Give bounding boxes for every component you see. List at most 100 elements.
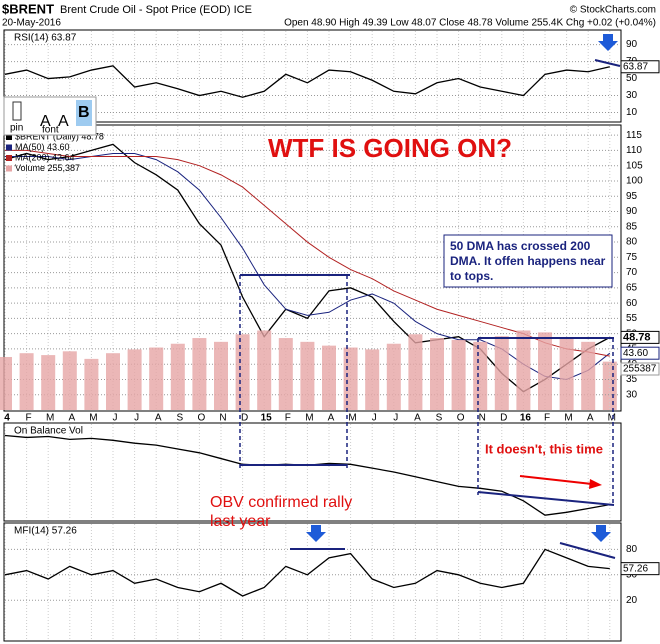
x-tick-label: N bbox=[479, 413, 486, 424]
note-line: to tops. bbox=[450, 269, 493, 283]
x-tick-label: F bbox=[285, 413, 291, 424]
obv-frame bbox=[3, 422, 622, 522]
legend-label: Volume 255,387 bbox=[15, 163, 80, 173]
y-tick-label: 90 bbox=[626, 39, 638, 50]
note-line: 50 DMA has crossed 200 bbox=[450, 239, 591, 253]
x-tick-label: N bbox=[219, 413, 226, 424]
volume-bar bbox=[170, 343, 185, 410]
volume-bar bbox=[106, 353, 120, 410]
y-tick-label: 70 bbox=[626, 267, 638, 278]
value-box bbox=[620, 330, 660, 344]
plot-layer: 4 F M A M J J A S O N D 15 F M A M J J A S O N D 16 F M A M 10 30 50 70 9… bbox=[0, 31, 660, 640]
x-tick-label: M bbox=[89, 413, 97, 424]
volume-bar bbox=[127, 349, 142, 410]
font-larger[interactable]: A bbox=[58, 113, 69, 130]
volume-bar bbox=[192, 338, 207, 410]
x-tick-label: J bbox=[134, 413, 139, 424]
legend-swatch bbox=[6, 134, 12, 140]
note-line: DMA. It offen happens near bbox=[450, 254, 606, 268]
volume-bar bbox=[257, 330, 272, 410]
trend-line bbox=[477, 491, 615, 506]
bold-button[interactable]: B bbox=[78, 104, 90, 121]
value-box bbox=[620, 362, 660, 376]
mfi-frame bbox=[3, 522, 622, 642]
volume-bar bbox=[41, 355, 56, 410]
series-line bbox=[4, 65, 610, 98]
y-tick-label: 50 bbox=[626, 73, 638, 84]
arrows bbox=[306, 34, 618, 542]
value-label: 255387 bbox=[623, 364, 657, 375]
pin-button[interactable]: pin bbox=[10, 123, 23, 134]
toolbar: pin A A B font bbox=[3, 96, 97, 136]
red-arrowhead bbox=[589, 479, 602, 489]
volume-bar bbox=[430, 338, 444, 410]
copyright: © StockCharts.com bbox=[570, 5, 656, 16]
x-tick-label: A bbox=[414, 413, 421, 424]
x-tick-label: 15 bbox=[261, 413, 273, 424]
volume-bar bbox=[473, 341, 488, 410]
pin-icon[interactable] bbox=[12, 101, 22, 121]
x-tick-label: O bbox=[198, 413, 206, 424]
volume-bar bbox=[84, 358, 99, 410]
note-box bbox=[443, 234, 613, 288]
volume-bar bbox=[235, 334, 250, 410]
x-tick-label: J bbox=[113, 413, 118, 424]
price-frame bbox=[3, 124, 622, 412]
volume-bar bbox=[581, 341, 596, 410]
trend-line bbox=[594, 59, 621, 67]
x-tick-label: M bbox=[348, 413, 356, 424]
y-tick-label: 65 bbox=[626, 282, 638, 293]
date: 20-May-2016 bbox=[2, 18, 61, 29]
y-tick-label: 115 bbox=[626, 130, 642, 141]
volume-bar bbox=[559, 338, 574, 410]
volume-bar bbox=[19, 353, 34, 410]
trend-lines bbox=[240, 59, 621, 559]
x-tick-label: D bbox=[500, 413, 507, 424]
y-tick-label: 80 bbox=[626, 544, 638, 555]
volume-bar bbox=[149, 347, 164, 410]
x-tick-label: S bbox=[436, 413, 443, 424]
volume-bar bbox=[343, 347, 358, 410]
quote: Open 48.90 High 49.39 Low 48.07 Close 48… bbox=[284, 18, 656, 29]
obv-note: OBV confirmed rally bbox=[210, 494, 352, 511]
red-arrow bbox=[519, 475, 593, 485]
x-tick-label: F bbox=[544, 413, 550, 424]
x-tick-label: M bbox=[564, 413, 572, 424]
volume-bar bbox=[0, 356, 12, 410]
headline: WTF IS GOING ON? bbox=[268, 133, 512, 163]
annotation-layer: WTF IS GOING ON? 50 DMA has crossed 200 … bbox=[3, 34, 621, 559]
value-label: 63.87 bbox=[623, 61, 648, 72]
x-tick-label: J bbox=[393, 413, 398, 424]
volume-bar bbox=[365, 349, 380, 410]
down-arrow bbox=[598, 34, 618, 51]
y-tick-label: 55 bbox=[626, 313, 638, 324]
panel-title: MFI(14) 57.26 bbox=[14, 526, 77, 537]
legend-swatch bbox=[6, 144, 12, 151]
volume-bar bbox=[300, 341, 315, 410]
x-tick-label: M bbox=[305, 413, 313, 424]
font-smaller[interactable]: A bbox=[40, 113, 51, 130]
x-tick-label: J bbox=[372, 413, 377, 424]
x-tick-label: A bbox=[68, 413, 75, 424]
volume-bar bbox=[516, 330, 531, 410]
value-label: 43.60 bbox=[623, 348, 648, 359]
y-tick-label: 10 bbox=[626, 107, 638, 118]
x-tick-label: M bbox=[608, 413, 616, 424]
panel-title: RSI(14) 63.87 bbox=[14, 33, 77, 44]
x-tick-label: A bbox=[587, 413, 594, 424]
rsi-frame bbox=[3, 29, 622, 123]
dashed-guides bbox=[239, 275, 614, 505]
x-tick-label: F bbox=[26, 413, 32, 424]
value-label: 57.26 bbox=[623, 563, 648, 574]
x-tick-label: D bbox=[241, 413, 248, 424]
y-tick-label: 20 bbox=[626, 595, 638, 606]
x-tick-label: O bbox=[457, 413, 465, 424]
volume-bar bbox=[494, 336, 509, 410]
y-tick-label: 110 bbox=[626, 145, 642, 156]
value-box bbox=[620, 562, 660, 576]
series-line bbox=[4, 143, 611, 393]
x-tick-label: 4 bbox=[4, 413, 10, 424]
bold-bg bbox=[76, 100, 92, 126]
